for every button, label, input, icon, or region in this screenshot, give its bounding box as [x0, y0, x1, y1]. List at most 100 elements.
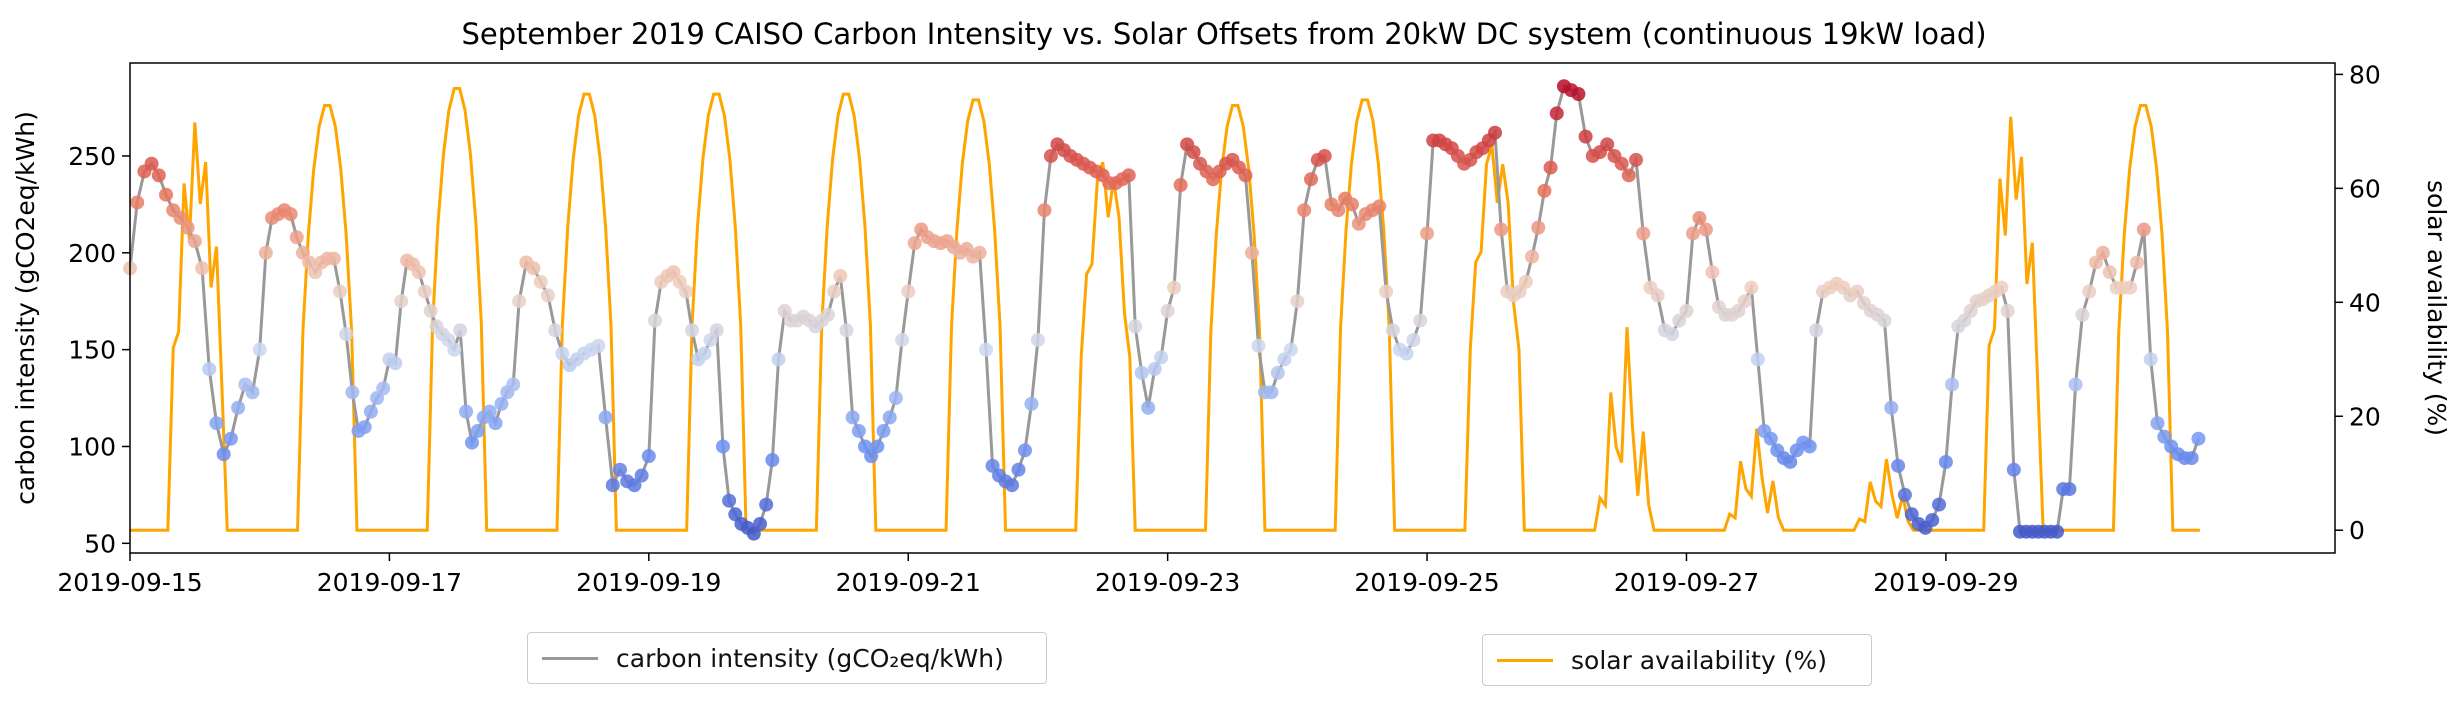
- y-right-tick-label: 80: [2349, 60, 2381, 89]
- carbon-point: [1621, 168, 1636, 183]
- carbon-point: [417, 284, 432, 299]
- plot-area: [123, 79, 2206, 541]
- carbon-point: [533, 274, 548, 289]
- carbon-point: [1017, 443, 1032, 458]
- carbon-point: [231, 400, 246, 415]
- carbon-point: [2150, 416, 2165, 431]
- carbon-point: [2089, 255, 2104, 270]
- carbon-point: [901, 284, 916, 299]
- chart-title: September 2019 CAISO Carbon Intensity vs…: [461, 17, 1986, 51]
- carbon-point: [1037, 203, 1052, 218]
- x-tick-label: 2019-09-15: [57, 568, 202, 597]
- carbon-point: [1331, 203, 1346, 218]
- carbon-point: [1290, 294, 1305, 309]
- carbon-point: [1636, 226, 1651, 241]
- carbon-point: [2123, 280, 2138, 295]
- carbon-point: [388, 356, 403, 371]
- carbon-point: [1141, 400, 1156, 415]
- carbon-point: [333, 284, 347, 299]
- carbon-point: [1802, 439, 1817, 454]
- carbon-point: [851, 423, 866, 438]
- carbon-point: [1167, 280, 1182, 295]
- carbon-point: [1783, 454, 1798, 469]
- carbon-point: [1043, 148, 1058, 163]
- y-right-tick-label: 60: [2349, 174, 2381, 203]
- carbon-point: [326, 251, 341, 266]
- carbon-point: [470, 423, 485, 438]
- carbon-point: [605, 478, 620, 493]
- carbon-point: [1420, 226, 1435, 241]
- carbon-point: [833, 269, 848, 284]
- carbon-point: [494, 396, 509, 411]
- carbon-point: [1737, 294, 1752, 309]
- carbon-point: [1945, 377, 1960, 392]
- carbon-point: [144, 156, 159, 171]
- plot-frame: [129, 62, 2336, 554]
- carbon-point: [759, 497, 774, 512]
- carbon-point: [1344, 197, 1359, 212]
- y-left-tick-label: 100: [68, 432, 116, 461]
- carbon-point: [1518, 274, 1533, 289]
- legend-solar-label: solar availability (%): [1571, 645, 1827, 675]
- legend-carbon-label: carbon intensity (gCO₂eq/kWh): [616, 643, 1004, 673]
- carbon-point: [1011, 462, 1026, 477]
- y-axis-left-label: carbon intensity (gCO2eq/kWh): [11, 111, 40, 505]
- carbon-point: [827, 284, 842, 299]
- carbon-point: [345, 385, 360, 400]
- carbon-point: [1809, 323, 1824, 338]
- carbon-point: [482, 404, 497, 419]
- carbon-point: [202, 362, 217, 377]
- carbon-point: [2130, 255, 2145, 270]
- carbon-point: [2136, 222, 2151, 237]
- carbon-point: [1897, 487, 1912, 502]
- carbon-point: [1672, 313, 1687, 328]
- carbon-point: [1413, 313, 1428, 328]
- carbon-point: [1283, 342, 1298, 357]
- carbon-point: [447, 342, 462, 357]
- carbon-point: [1938, 454, 1953, 469]
- carbon-point: [1128, 319, 1143, 334]
- carbon-point: [591, 338, 606, 353]
- carbon-point: [1244, 245, 1259, 260]
- carbon-point: [1406, 332, 1421, 347]
- carbon-point: [506, 377, 521, 392]
- carbon-point: [2075, 307, 2090, 322]
- x-tick-label: 2019-09-19: [576, 568, 721, 597]
- carbon-point: [2191, 431, 2206, 446]
- carbon-point: [1932, 497, 1947, 512]
- carbon-point: [1614, 156, 1629, 171]
- carbon-point: [173, 210, 188, 225]
- carbon-point: [715, 439, 730, 454]
- carbon-point: [888, 391, 903, 406]
- carbon-point: [1744, 280, 1759, 295]
- carbon-point: [159, 187, 174, 202]
- carbon-point: [1251, 338, 1266, 353]
- carbon-point: [1685, 226, 1700, 241]
- carbon-point: [283, 207, 298, 222]
- carbon-point: [453, 323, 468, 338]
- y-left-tick-label: 200: [68, 239, 116, 268]
- carbon-point: [1525, 249, 1540, 264]
- y-right-tick-label: 0: [2349, 516, 2365, 545]
- carbon-point: [678, 284, 693, 299]
- carbon-point: [627, 478, 642, 493]
- x-tick-label: 2019-09-23: [1095, 568, 1240, 597]
- carbon-point: [540, 288, 555, 303]
- carbon-point: [1877, 313, 1892, 328]
- carbon-point: [876, 423, 891, 438]
- carbon-point: [648, 313, 662, 328]
- carbon-point: [1317, 148, 1332, 163]
- carbon-point: [2184, 451, 2199, 466]
- carbon-point: [765, 453, 780, 468]
- carbon-point: [1571, 86, 1586, 101]
- x-tick-label: 2019-09-29: [1873, 568, 2018, 597]
- carbon-point: [376, 381, 391, 396]
- carbon-point: [1160, 303, 1175, 318]
- carbon-point: [1173, 178, 1188, 193]
- carbon-point: [2095, 245, 2110, 260]
- carbon-point: [258, 245, 273, 260]
- legend-solar: solar availability (%): [1482, 634, 1872, 686]
- carbon-point: [464, 435, 479, 450]
